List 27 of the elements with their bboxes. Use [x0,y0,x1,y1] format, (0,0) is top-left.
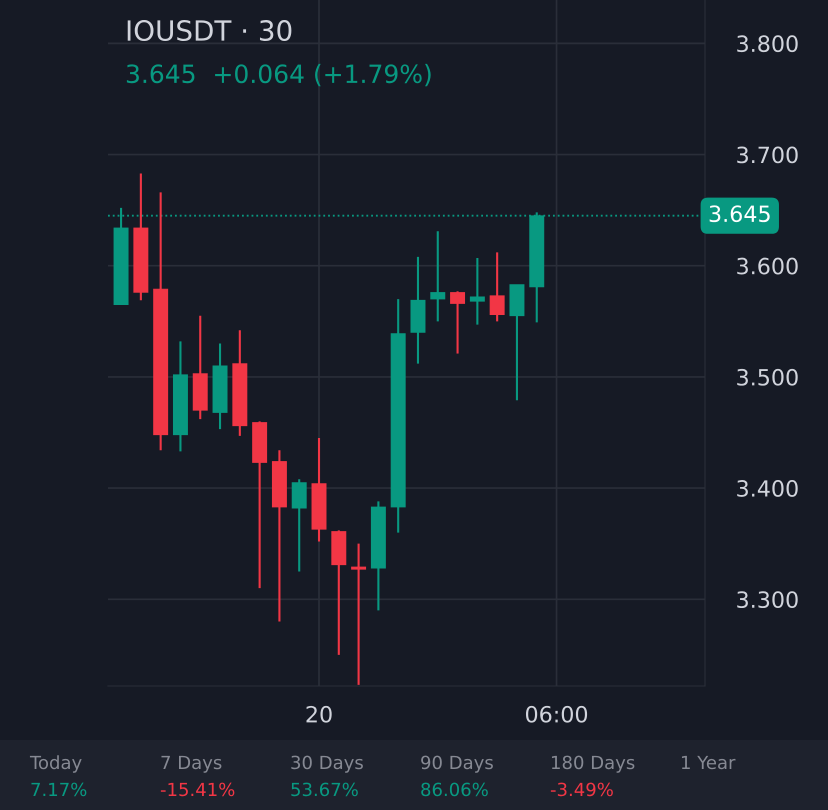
ref-line-label: 3.645 [710,205,770,222]
text: -3.49% [550,782,613,796]
y-tick-label: 3.400 [737,480,798,497]
text: 90 Days [421,756,493,773]
x-tick-label: 20 [306,706,332,723]
text: Today [30,755,82,773]
x-tick-label: 06:00 [526,706,588,723]
text: IOUSDT · 30 [128,20,292,42]
y-tick-label: 3.700 [737,146,798,164]
y-tick-label: 3.500 [737,368,798,386]
text: 1 Year [682,756,736,770]
candlestick [430,230,446,322]
text: 7 Days [161,756,222,773]
y-tick-label: 3.600 [737,258,798,274]
candlestick [490,251,505,322]
text: 180 Days [552,756,634,773]
candlestick [450,290,466,355]
y-tick-label: 3.300 [737,591,798,608]
text: 30 Days [291,756,363,773]
candlestick [351,542,366,686]
text: 86.06% [421,782,488,796]
text: 7.17% [31,782,86,796]
text: 3.645 +0.064 (+1.79%) [126,64,431,86]
candlestick [470,256,485,326]
text: -15.41% [160,782,234,796]
y-tick-label: 3.800 [737,35,798,52]
text: 53.67% [291,782,358,796]
